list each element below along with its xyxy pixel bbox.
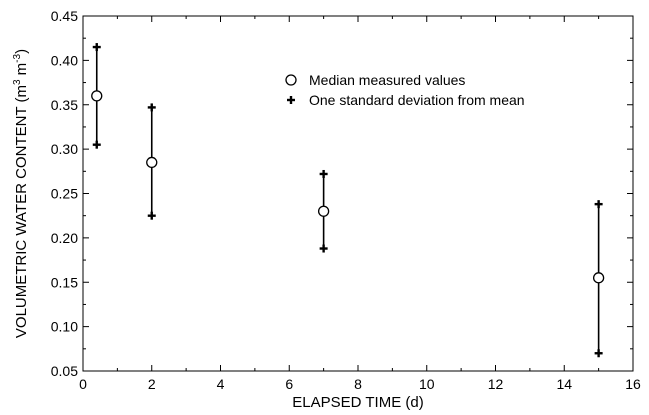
median-point bbox=[317, 205, 330, 217]
x-tick-label: 16 bbox=[625, 376, 641, 392]
legend-marker-std bbox=[287, 96, 295, 104]
x-tick-label: 14 bbox=[556, 376, 572, 392]
x-tick-label: 0 bbox=[79, 376, 87, 392]
y-tick-label: 0.40 bbox=[51, 52, 78, 68]
legend-plus-glyph bbox=[287, 96, 295, 104]
y-tick-label: 0.35 bbox=[51, 97, 78, 113]
median-point bbox=[91, 90, 103, 102]
axis-ticks bbox=[82, 15, 634, 372]
x-tick-label: 2 bbox=[148, 376, 156, 392]
x-tick-label: 12 bbox=[488, 376, 504, 392]
y-tick-label: 0.20 bbox=[51, 230, 78, 246]
x-tick-label: 10 bbox=[419, 376, 435, 392]
x-tick-label: 8 bbox=[354, 376, 362, 392]
y-tick-label: 0.10 bbox=[51, 319, 78, 335]
std-upper-marker bbox=[319, 169, 328, 178]
std-upper-marker bbox=[147, 103, 156, 112]
std-upper-marker bbox=[92, 43, 101, 52]
median-point bbox=[146, 156, 158, 169]
plot-frame bbox=[82, 15, 634, 372]
std-lower-marker bbox=[147, 211, 156, 220]
median-point bbox=[592, 272, 605, 284]
y-tick-label: 0.30 bbox=[51, 141, 78, 157]
legend-marker-median bbox=[285, 74, 297, 86]
std-lower-marker bbox=[594, 349, 603, 358]
y-tick-label: 0.45 bbox=[51, 8, 78, 24]
std-upper-marker bbox=[594, 200, 603, 209]
legend-label-median: Median measured values bbox=[309, 72, 465, 88]
y-axis-title-suffix: ) bbox=[13, 49, 30, 54]
y-tick-label: 0.25 bbox=[51, 186, 78, 202]
x-tick-label: 6 bbox=[285, 376, 293, 392]
data-marks bbox=[91, 43, 605, 358]
y-tick-label: 0.05 bbox=[51, 363, 78, 379]
y-axis-title-prefix: VOLUMETRIC WATER CONTENT (m bbox=[13, 85, 30, 338]
legend-label-std: One standard deviation from mean bbox=[309, 92, 525, 108]
y-tick-label: 0.15 bbox=[51, 274, 78, 290]
y-axis-title: VOLUMETRIC WATER CONTENT (m3 m-3) bbox=[12, 49, 30, 338]
std-lower-marker bbox=[92, 140, 101, 149]
axis-tick-labels: 0 2 4 6 8 10 12 14 16 0.05 0.10 0.15 0.20 0.25 0.30 0.3… bbox=[51, 8, 641, 392]
y-axis-title-sup2: -3 bbox=[12, 53, 23, 62]
y-axis-title-sup1: 3 bbox=[12, 79, 23, 85]
y-axis-title-middle: m bbox=[13, 63, 30, 80]
x-axis-title: ELAPSED TIME (d) bbox=[292, 394, 423, 411]
x-tick-label: 4 bbox=[217, 376, 225, 392]
std-lower-marker bbox=[319, 244, 328, 253]
legend: Median measured values One standard devi… bbox=[285, 72, 525, 108]
